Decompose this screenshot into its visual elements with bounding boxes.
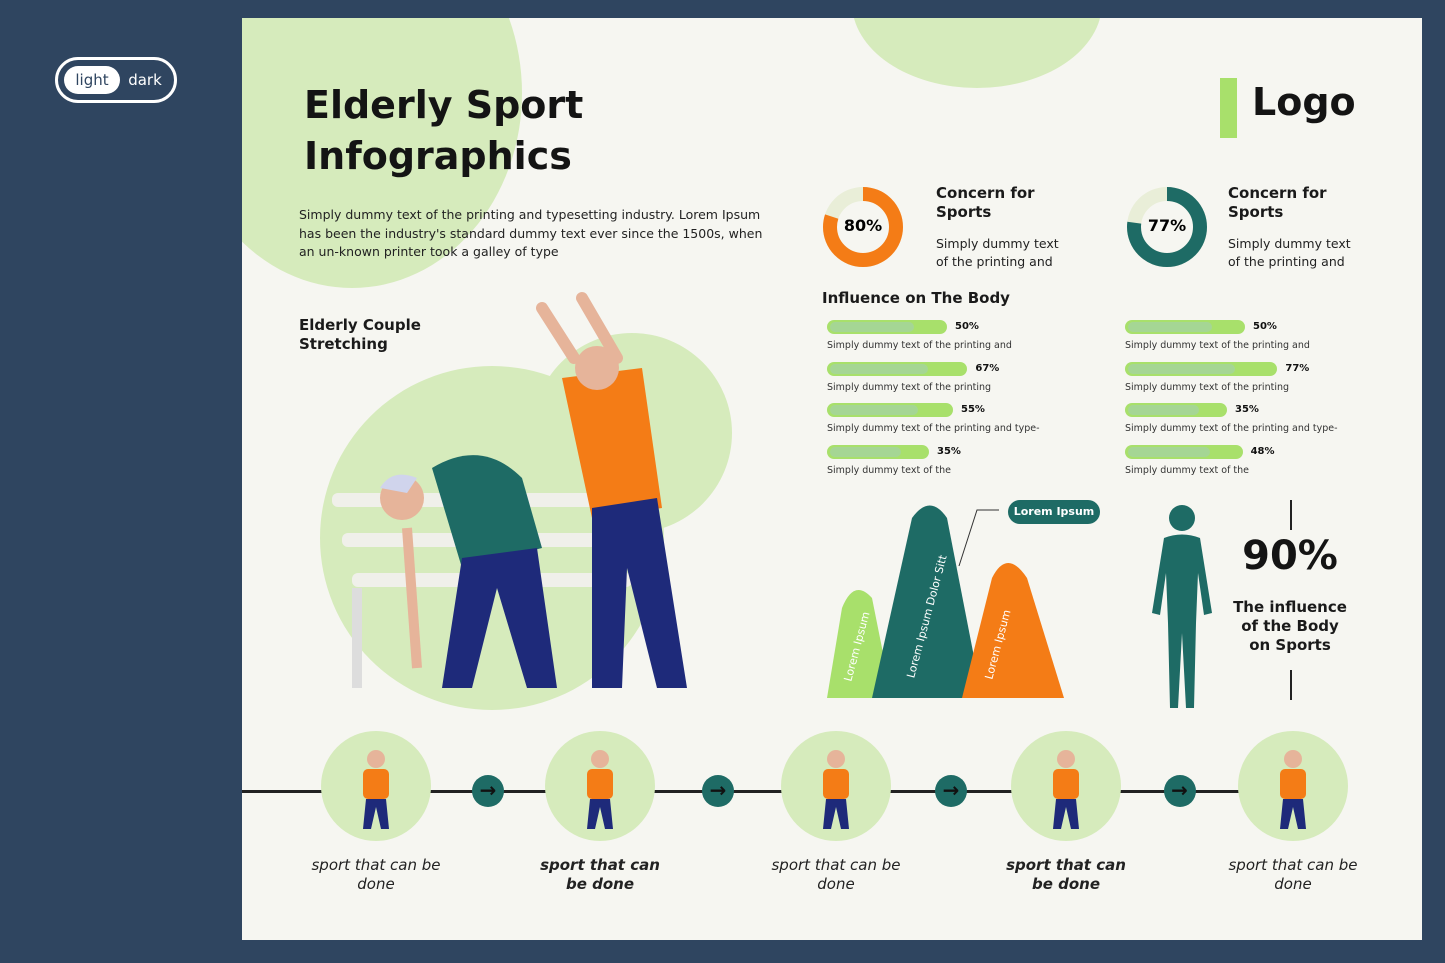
influence-title: Influence on The Body bbox=[822, 289, 1010, 307]
step-label: sport that can be done bbox=[1228, 856, 1358, 893]
step-label: sport that can be done bbox=[540, 856, 660, 893]
body-stat-value: 90% bbox=[1242, 533, 1338, 579]
influence-bar-fill bbox=[830, 405, 919, 415]
influence-bar-text: Simply dummy text of the printing and ty… bbox=[827, 423, 1040, 434]
arrow-right-icon: → bbox=[472, 775, 504, 807]
concern-value-2: 77% bbox=[1147, 216, 1187, 235]
influence-bar-value: 35% bbox=[1235, 404, 1259, 415]
theme-toggle[interactable]: light dark bbox=[55, 57, 177, 103]
theme-dark-option[interactable]: dark bbox=[128, 71, 162, 89]
influence-bar-fill bbox=[1128, 363, 1235, 374]
influence-bar bbox=[1125, 320, 1245, 334]
concern-title-2: Concern for Sports bbox=[1228, 184, 1327, 221]
influence-bar-text: Simply dummy text of the printing and ty… bbox=[1125, 423, 1338, 434]
body-stat-text: The influence of the Body on Sports bbox=[1233, 598, 1347, 654]
step-illustration bbox=[781, 731, 891, 841]
step-label: sport that can be done bbox=[311, 856, 441, 893]
influence-bar-value: 50% bbox=[1253, 321, 1277, 332]
mountain-2 bbox=[872, 505, 982, 698]
step-illustration bbox=[321, 731, 431, 841]
mountain-1 bbox=[827, 590, 892, 698]
influence-bar-fill bbox=[1128, 322, 1212, 332]
influence-bar-value: 77% bbox=[1285, 362, 1310, 374]
influence-bar bbox=[827, 320, 947, 334]
elderly-couple-illustration bbox=[320, 292, 732, 710]
step-illustration bbox=[545, 731, 655, 841]
decor-blob bbox=[852, 18, 1102, 88]
infographic-canvas: Elderly Sport Infographics Logo Simply du… bbox=[242, 18, 1422, 940]
influence-bar-fill bbox=[1128, 405, 1200, 415]
mountain-3 bbox=[962, 563, 1064, 698]
step-illustration bbox=[1238, 731, 1348, 841]
timeline-line bbox=[242, 790, 1292, 793]
influence-bar-value: 35% bbox=[937, 445, 961, 457]
concern-donut-1 bbox=[823, 187, 903, 267]
step-illustration bbox=[1011, 731, 1121, 841]
concern-title-1: Concern for Sports bbox=[936, 184, 1035, 221]
step-label: sport that can be done bbox=[771, 856, 901, 893]
influence-bar-value: 67% bbox=[975, 362, 1000, 374]
logo-mark bbox=[1220, 78, 1237, 138]
influence-bar-fill bbox=[830, 363, 929, 374]
concern-text-2: Simply dummy text of the printing and bbox=[1228, 236, 1351, 269]
arrow-right-icon: → bbox=[935, 775, 967, 807]
influence-bar bbox=[827, 361, 968, 376]
influence-bar-value: 48% bbox=[1250, 445, 1275, 457]
influence-bar-fill bbox=[830, 446, 902, 457]
theme-light-option[interactable]: light bbox=[64, 66, 120, 94]
step-label: sport that can be done bbox=[1006, 856, 1126, 893]
influence-bar bbox=[827, 444, 929, 459]
influence-bar-text: Simply dummy text of the printing bbox=[1125, 381, 1290, 393]
influence-bar bbox=[827, 403, 953, 417]
page-title: Elderly Sport Infographics bbox=[304, 83, 584, 178]
influence-bar bbox=[1125, 444, 1243, 459]
human-body-icon bbox=[1152, 505, 1212, 708]
concern-text-1: Simply dummy text of the printing and bbox=[936, 236, 1059, 269]
influence-bar-value: 55% bbox=[961, 404, 985, 415]
concern-donut-2 bbox=[1127, 187, 1207, 267]
influence-bar-text: Simply dummy text of the printing and bbox=[827, 340, 1012, 351]
influence-bar bbox=[1125, 403, 1227, 417]
influence-bar-text: Simply dummy text of the printing bbox=[827, 381, 992, 393]
mountain-callout: Lorem Ipsum bbox=[1008, 500, 1100, 524]
arrow-right-icon: → bbox=[702, 775, 734, 807]
divider bbox=[1290, 500, 1292, 530]
influence-bar-text: Simply dummy text of the bbox=[827, 464, 951, 476]
illustration-title: Elderly Couple Stretching bbox=[299, 316, 421, 353]
influence-bar-fill bbox=[830, 322, 914, 332]
influence-bar-text: Simply dummy text of the printing and bbox=[1125, 340, 1310, 351]
influence-bar-value: 50% bbox=[955, 321, 979, 332]
arrow-right-icon: → bbox=[1163, 775, 1196, 807]
influence-bar-fill bbox=[1128, 446, 1211, 457]
influence-bar bbox=[1125, 361, 1278, 376]
influence-bar-text: Simply dummy text of the bbox=[1125, 464, 1249, 476]
divider bbox=[1290, 670, 1292, 700]
concern-value-1: 80% bbox=[843, 216, 883, 235]
intro-text: Simply dummy text of the printing and ty… bbox=[299, 207, 763, 259]
mountain-chart bbox=[827, 505, 1064, 698]
logo: Logo bbox=[1252, 80, 1356, 124]
